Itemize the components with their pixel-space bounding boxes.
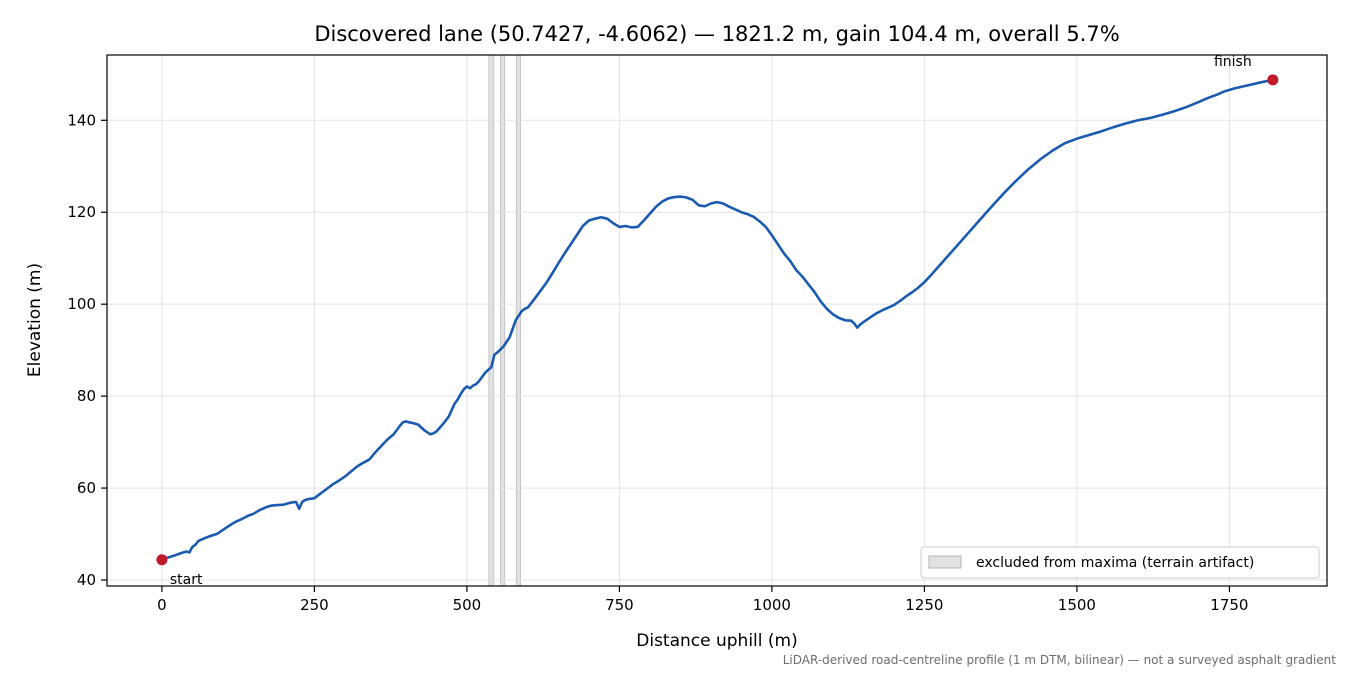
y-tick-label: 80 [77, 387, 96, 405]
x-axis-label: Distance uphill (m) [636, 631, 797, 651]
x-axis-ticks: 0 250 500 750 1000 1250 1500 1750 [157, 586, 1248, 614]
y-tick-label: 60 [77, 479, 96, 497]
x-tick-label: 1750 [1210, 596, 1248, 614]
legend: excluded from maxima (terrain artifact) [920, 546, 1320, 579]
plot-frame [106, 54, 1328, 587]
finish-label: finish [1214, 54, 1252, 70]
x-tick-label: 1250 [905, 596, 943, 614]
grid-lines [107, 55, 1327, 586]
x-tick-label: 250 [300, 596, 329, 614]
excluded-band-0 [488, 54, 495, 587]
x-tick-label: 750 [605, 596, 634, 614]
legend-entry-excluded: excluded from maxima (terrain artifact) [976, 555, 1254, 571]
plot-area: start finish [106, 54, 1328, 588]
excluded-band-1 [500, 54, 506, 587]
y-axis-ticks: 40 60 80 100 120 140 [67, 111, 107, 589]
footnote: LiDAR-derived road-centreline profile (1… [783, 653, 1337, 667]
series-line-0 [160, 78, 1275, 562]
marker-layer: start finish [156, 54, 1279, 588]
x-tick-label: 1000 [753, 596, 791, 614]
start-marker [156, 554, 168, 566]
y-tick-label: 120 [67, 203, 96, 221]
chart-title: Discovered lane (50.7427, -4.6062) — 182… [314, 22, 1119, 46]
x-tick-label: 0 [157, 596, 167, 614]
y-tick-label: 140 [67, 111, 96, 129]
finish-marker [1267, 74, 1279, 86]
series-layer [160, 78, 1275, 562]
x-tick-label: 1500 [1058, 596, 1096, 614]
y-tick-label: 100 [67, 295, 96, 313]
legend-swatch-excluded [928, 555, 962, 569]
plot-background [107, 55, 1327, 586]
y-axis-label: Elevation (m) [25, 263, 45, 377]
legend-box [920, 546, 1320, 579]
y-tick-label: 40 [77, 571, 96, 589]
x-tick-label: 500 [453, 596, 482, 614]
start-label: start [170, 572, 203, 588]
